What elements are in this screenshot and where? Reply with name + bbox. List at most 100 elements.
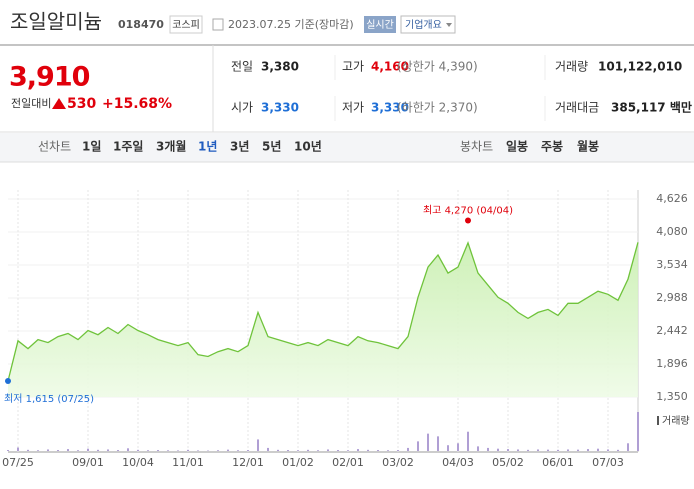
- volume-bar: [357, 449, 358, 451]
- volume-bar: [267, 448, 268, 451]
- tab-group-label: 봉차트: [460, 140, 493, 154]
- volume-bar: [537, 449, 538, 451]
- date: 2023.07.25 기준(장마감): [228, 18, 354, 31]
- volume-bar: [127, 448, 128, 451]
- volume-bar: [477, 446, 478, 451]
- volume-bar: [307, 450, 308, 451]
- volume-bar: [177, 450, 178, 451]
- up-arrow: [52, 98, 66, 109]
- volume-bar: [377, 450, 378, 451]
- area-fill: [8, 242, 638, 397]
- volume-bar: [67, 449, 68, 451]
- volume-bar: [527, 450, 528, 451]
- tab[interactable]: 5년: [262, 140, 281, 154]
- volume-bar: [607, 449, 608, 451]
- volume-bar: [107, 449, 108, 451]
- volume-bar: [397, 450, 398, 451]
- volume-bar: [147, 450, 148, 451]
- volume-bar: [567, 449, 568, 451]
- current-price: 3,910: [9, 62, 90, 93]
- volume-bar: [597, 449, 598, 451]
- volume-bar: [547, 450, 548, 451]
- volume-bar: [157, 450, 158, 451]
- x-tick-label: 11/01: [172, 456, 204, 469]
- realtime[interactable]: 실시간: [366, 19, 394, 31]
- volume-bar: [637, 412, 638, 451]
- annotation-label: 최저 1,615 (07/25): [4, 393, 94, 405]
- y-tick-label: 1,350: [656, 390, 688, 403]
- volume-bar: [517, 449, 518, 451]
- tab[interactable]: 3개월: [156, 139, 186, 154]
- volume-bar: [617, 450, 618, 451]
- stat-value: 3,330: [261, 101, 299, 115]
- stat-value: 3,380: [261, 60, 299, 74]
- tab[interactable]: 10년: [294, 140, 322, 154]
- volume-bar: [457, 443, 458, 451]
- stat-value: 385,117 백만: [611, 100, 692, 115]
- volume-bar: [137, 450, 138, 451]
- x-tick-label: 06/01: [542, 456, 574, 469]
- stat-label: 고가: [342, 60, 364, 74]
- volume-bar: [627, 443, 628, 451]
- volume-bar: [447, 445, 448, 451]
- change-pct: +15.68%: [102, 96, 172, 112]
- volume-bar: [57, 450, 58, 451]
- y-tick-label: 2,988: [656, 291, 688, 304]
- tab[interactable]: 일봉: [506, 140, 528, 154]
- stat-label: 전일: [231, 60, 253, 74]
- volume-bar: [97, 450, 98, 451]
- tab[interactable]: 3년: [230, 140, 249, 154]
- volume-legend-mark: [657, 416, 659, 425]
- volume-bar: [407, 448, 408, 451]
- volume-bar: [387, 450, 388, 451]
- volume-bar: [227, 450, 228, 451]
- x-tick-label: 05/02: [492, 456, 524, 469]
- stat-label: 거래대금: [555, 101, 599, 115]
- volume-bar: [287, 450, 288, 451]
- stat-label: 거래량: [555, 60, 588, 74]
- volume-bar: [277, 450, 278, 451]
- volume-bar: [347, 450, 348, 451]
- tab-group-label: 선차트: [38, 140, 71, 154]
- volume-bar: [117, 450, 118, 451]
- stock-code: 018470: [118, 18, 164, 31]
- stock-name: 조일알미늄: [10, 10, 102, 34]
- volume-bar: [557, 450, 558, 451]
- x-tick-label: 04/03: [442, 456, 474, 469]
- tab[interactable]: 1일: [82, 140, 101, 154]
- y-tick-label: 4,626: [656, 192, 688, 205]
- volume-bar: [437, 436, 438, 451]
- volume-bar: [187, 450, 188, 451]
- y-tick-label: 3,534: [656, 258, 688, 271]
- volume-bar: [427, 434, 428, 451]
- x-tick-label: 10/04: [122, 456, 154, 469]
- stat-label: 저가: [342, 101, 364, 115]
- x-tick-label: 02/01: [332, 456, 364, 469]
- volume-bar: [337, 450, 338, 451]
- tab[interactable]: 1주일: [113, 140, 143, 154]
- volume-bar: [7, 450, 8, 451]
- stat-label: 시가: [231, 101, 253, 115]
- volume-bar: [467, 432, 468, 451]
- volume-bar: [77, 450, 78, 451]
- volume-bar: [87, 449, 88, 451]
- tab[interactable]: 주봉: [541, 140, 563, 154]
- x-tick-label: 03/02: [382, 456, 414, 469]
- volume-bar: [587, 449, 588, 451]
- volume-bar: [577, 450, 578, 451]
- tab[interactable]: 월봉: [577, 139, 599, 154]
- volume-bar: [497, 449, 498, 451]
- x-tick-label: 07/25: [2, 456, 34, 469]
- company-info[interactable]: 기업개요: [405, 18, 442, 31]
- tab[interactable]: 1년: [198, 140, 217, 154]
- volume-bar: [37, 450, 38, 451]
- volume-bar: [417, 441, 418, 451]
- volume-bar: [367, 450, 368, 451]
- y-tick-label: 4,080: [656, 225, 688, 238]
- volume-label: 거래량: [662, 415, 690, 427]
- volume-bar: [27, 450, 28, 451]
- volume-bar: [217, 450, 218, 451]
- volume-bar: [487, 448, 488, 451]
